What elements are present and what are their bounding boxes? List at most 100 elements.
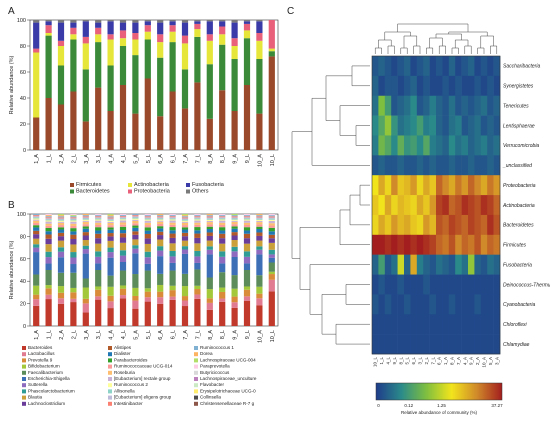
bar-segment [119, 85, 127, 150]
heatmap-cell [448, 115, 456, 136]
bar-segment [107, 301, 114, 309]
bar-segment [169, 25, 176, 32]
heatmap-cell [442, 234, 450, 255]
bar-segment [206, 20, 213, 22]
bar-segment [57, 219, 65, 221]
bar-segment [243, 230, 251, 234]
bar-segment [231, 46, 238, 59]
bar-segment [181, 229, 189, 233]
bar-segment [95, 233, 102, 239]
heatmap-cell [391, 314, 398, 335]
heatmap-row-label: _unclassified [502, 163, 532, 169]
panel-b-stacked-bar-chart: Relative abundance (%) 0 20 40 60 80 100 1_A 1… [9, 212, 279, 406]
bar-segment [231, 228, 238, 233]
heatmap-cell [487, 254, 494, 275]
bar-segment [157, 246, 164, 251]
bar-segment [70, 223, 77, 226]
bar-segment [231, 288, 238, 297]
bar-segment [268, 262, 275, 272]
heatmap-cell [384, 175, 392, 196]
bar-segment [256, 217, 263, 219]
bar-segment [256, 222, 263, 225]
bar-segment [194, 219, 201, 221]
bar-segment [157, 226, 164, 229]
heatmap-cell [391, 274, 398, 295]
heatmap-row-label: Chloroflexi [503, 322, 528, 328]
bar-segment [256, 20, 263, 22]
bar-segment [181, 43, 189, 70]
bar-segment [119, 233, 127, 238]
heatmap-cell [461, 155, 469, 176]
heatmap-cell [423, 294, 430, 315]
bar-segment [33, 117, 40, 150]
bar-segment [132, 295, 139, 301]
bar-segment [70, 218, 77, 220]
bar-segment [70, 20, 77, 23]
heatmap-cell [397, 274, 405, 295]
bar-segment [206, 215, 213, 217]
legend-swatch [22, 389, 26, 394]
heatmap-column-label: 8_L [398, 357, 403, 365]
bar-segment [57, 214, 65, 216]
heatmap-cell [429, 175, 437, 196]
bar-segment [268, 291, 275, 326]
heatmap-column-label: 7_L [430, 357, 435, 365]
bar-segment [194, 20, 201, 22]
bar-segment [33, 230, 40, 235]
bar-segment [144, 216, 151, 218]
heatmap-cell [480, 115, 488, 136]
bar-segment [268, 242, 275, 250]
bar-segment [70, 228, 77, 232]
heatmap-cell [423, 214, 430, 236]
bar-segment [45, 251, 52, 258]
bar-segment [157, 216, 164, 218]
bar-segment [169, 233, 176, 238]
bar-segment [243, 300, 251, 326]
bar-segment [107, 219, 114, 221]
heatmap-cell [391, 234, 398, 255]
heatmap-cell [480, 56, 488, 77]
bar-segment [82, 217, 89, 219]
bar-segment [144, 257, 151, 264]
bar-segment [206, 249, 213, 255]
heatmap-cell [404, 254, 411, 275]
bar-segment [57, 46, 65, 66]
heatmap-cell [397, 254, 405, 275]
bar-segment [243, 21, 251, 24]
bar-segment [219, 219, 226, 221]
legend-label: Lachnospiraceae_unculture [200, 376, 257, 381]
bar-segment [157, 291, 164, 298]
bar-segment [144, 233, 151, 239]
bar-segment [57, 215, 65, 217]
heatmap-cell [378, 234, 386, 255]
bar-segment [144, 238, 151, 244]
bar-segment [107, 217, 114, 219]
bar-segment [181, 225, 189, 228]
heatmap-cell [455, 115, 462, 136]
panel-a-stacked-bar-chart: Relative abundance (%) 0 20 40 60 80 100 1_A 1… [9, 18, 279, 195]
heatmap-cell [448, 254, 456, 275]
bar-segment [82, 215, 89, 217]
bar-segment [157, 220, 164, 222]
legend-swatch [108, 358, 112, 363]
heatmap-cell [448, 155, 456, 176]
heatmap-cell [442, 155, 450, 176]
heatmap-cell [474, 115, 482, 136]
heatmap-cell [384, 56, 392, 77]
bar-segment [107, 229, 114, 234]
heatmap-cell [436, 314, 443, 335]
bar-segment [231, 59, 238, 111]
heatmap-cell [372, 314, 379, 335]
bar-segment [33, 247, 40, 253]
bar-segment [119, 222, 127, 225]
heatmap-cell [474, 214, 482, 236]
heatmap-cell [455, 234, 462, 255]
bar-segment [95, 243, 102, 252]
bar-segment [82, 232, 89, 236]
panel-b-plot-frame [29, 213, 279, 327]
bar-segment [95, 217, 102, 219]
heatmap-cell [397, 294, 405, 315]
bar-segment [95, 263, 102, 270]
heatmap-cell [493, 294, 501, 315]
heatmap-cell [416, 155, 424, 176]
